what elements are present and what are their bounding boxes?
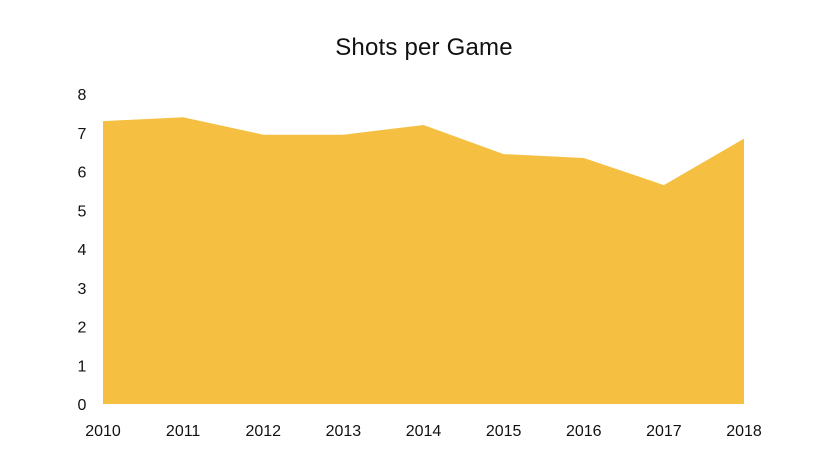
y-axis: 0 1 2 3 4 5 6 7 8	[78, 87, 87, 414]
y-tick-label: 2	[78, 320, 87, 337]
x-tick-label: 2012	[245, 423, 281, 440]
x-tick-label: 2011	[166, 423, 201, 440]
x-tick-label: 2010	[85, 423, 121, 440]
area-series-0	[103, 117, 744, 404]
x-tick-label: 2014	[406, 423, 442, 440]
y-tick-label: 0	[78, 397, 87, 414]
x-tick-label: 2015	[486, 423, 522, 440]
y-tick-label: 7	[78, 126, 87, 143]
x-tick-label: 2016	[566, 423, 602, 440]
y-tick-label: 1	[78, 358, 87, 375]
x-tick-label: 2013	[326, 423, 362, 440]
x-tick-label: 2018	[726, 423, 762, 440]
series-layer	[103, 117, 744, 404]
y-tick-label: 4	[78, 242, 87, 259]
y-tick-label: 5	[78, 203, 87, 220]
y-tick-label: 8	[78, 87, 87, 104]
x-axis: 2010 2011 2012 2013 2014 2015 2016 2017 2018	[85, 423, 762, 440]
y-tick-label: 6	[78, 165, 87, 182]
x-tick-label: 2017	[646, 423, 682, 440]
chart-title: Shots per Game	[335, 34, 513, 61]
y-tick-label: 3	[78, 281, 87, 298]
